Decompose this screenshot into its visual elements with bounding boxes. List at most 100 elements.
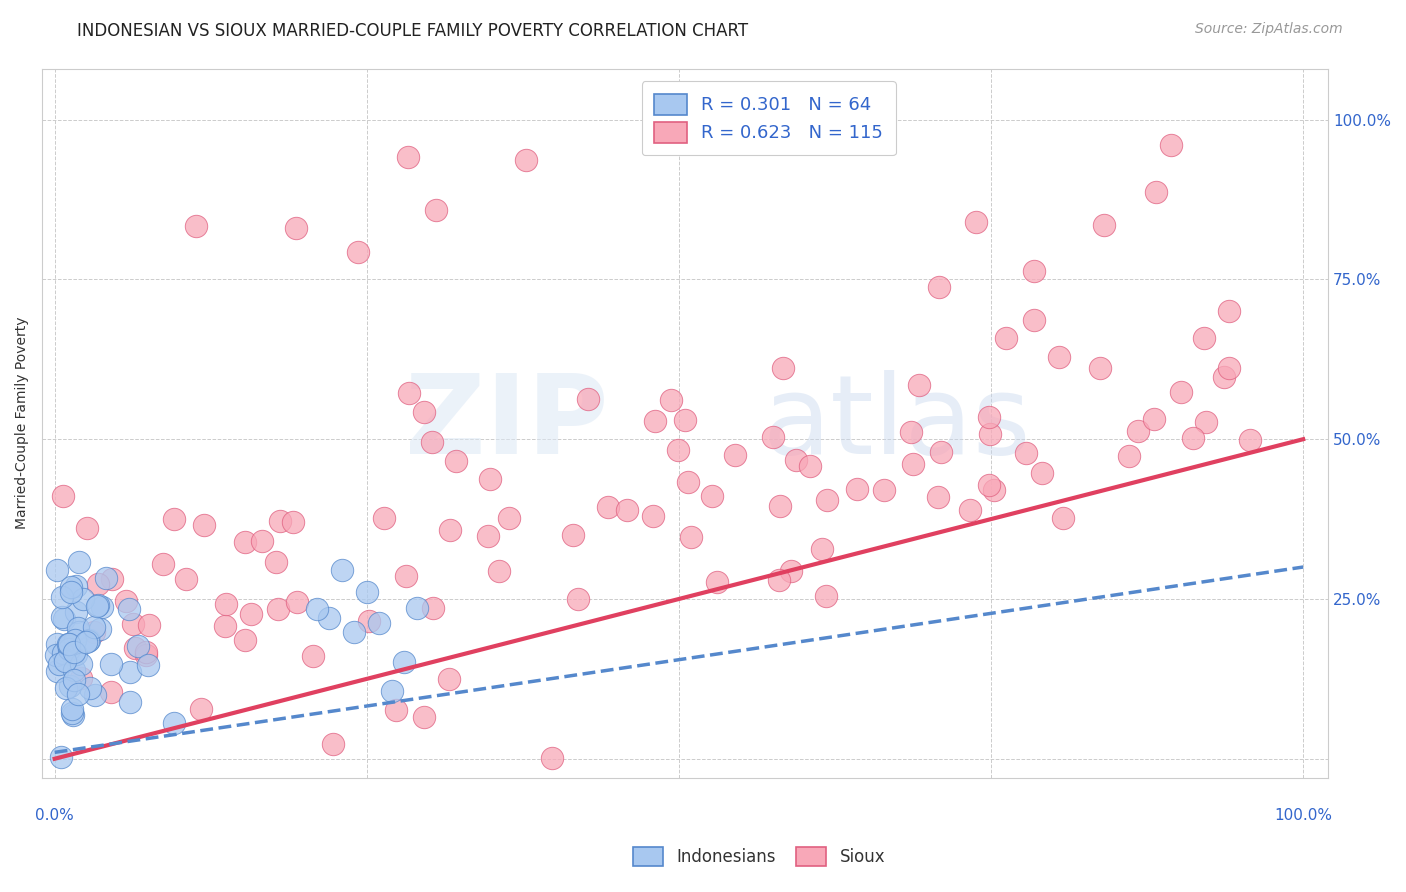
- Point: [318, 610, 340, 624]
- Point: [644, 414, 666, 428]
- Point: [562, 528, 585, 542]
- Point: [86, 576, 108, 591]
- Point: [52, 646, 75, 660]
- Point: [100, 684, 122, 698]
- Point: [616, 502, 638, 516]
- Point: [117, 602, 139, 616]
- Point: [134, 644, 156, 658]
- Point: [301, 648, 323, 663]
- Legend: Indonesians, Sioux: Indonesians, Sioux: [627, 840, 891, 873]
- Point: [1022, 313, 1045, 327]
- Point: [873, 483, 896, 497]
- Point: [252, 534, 274, 549]
- Point: [768, 573, 790, 587]
- Point: [907, 377, 929, 392]
- Point: [422, 601, 444, 615]
- Point: [927, 490, 949, 504]
- Point: [567, 592, 589, 607]
- Point: [75, 634, 97, 648]
- Point: [65, 648, 87, 662]
- Point: [1052, 511, 1074, 525]
- Point: [385, 703, 408, 717]
- Point: [45, 648, 67, 662]
- Point: [58, 639, 80, 653]
- Point: [1128, 424, 1150, 438]
- Point: [994, 330, 1017, 344]
- Point: [515, 153, 537, 167]
- Point: [477, 529, 499, 543]
- Point: [368, 615, 391, 630]
- Point: [659, 392, 682, 407]
- Point: [60, 706, 83, 720]
- Point: [63, 645, 86, 659]
- Point: [1143, 412, 1166, 426]
- Legend: R = 0.301   N = 64, R = 0.623   N = 115: R = 0.301 N = 64, R = 0.623 N = 115: [641, 81, 896, 155]
- Point: [724, 449, 747, 463]
- Point: [357, 614, 380, 628]
- Point: [413, 405, 436, 419]
- Point: [87, 598, 110, 612]
- Point: [1047, 350, 1070, 364]
- Point: [72, 592, 94, 607]
- Point: [578, 392, 600, 407]
- Point: [152, 558, 174, 572]
- Point: [811, 541, 834, 556]
- Point: [330, 563, 353, 577]
- Point: [799, 459, 821, 474]
- Point: [785, 453, 807, 467]
- Point: [51, 590, 73, 604]
- Point: [343, 624, 366, 639]
- Point: [77, 633, 100, 648]
- Point: [55, 681, 77, 695]
- Point: [193, 518, 215, 533]
- Point: [115, 594, 138, 608]
- Point: [977, 409, 1000, 424]
- Point: [53, 612, 76, 626]
- Point: [1170, 385, 1192, 400]
- Point: [65, 605, 87, 619]
- Point: [163, 716, 186, 731]
- Point: [48, 657, 70, 672]
- Point: [86, 599, 108, 613]
- Point: [65, 579, 87, 593]
- Point: [76, 521, 98, 535]
- Point: [398, 386, 420, 401]
- Point: [643, 509, 665, 524]
- Text: ZIP: ZIP: [405, 369, 607, 476]
- Point: [1160, 138, 1182, 153]
- Point: [439, 672, 461, 686]
- Point: [706, 574, 728, 589]
- Point: [541, 751, 564, 765]
- Point: [233, 535, 256, 549]
- Point: [931, 444, 953, 458]
- Point: [62, 673, 84, 687]
- Point: [444, 453, 467, 467]
- Point: [285, 220, 308, 235]
- Point: [356, 584, 378, 599]
- Point: [58, 637, 80, 651]
- Point: [373, 510, 395, 524]
- Point: [60, 585, 83, 599]
- Point: [118, 665, 141, 680]
- Point: [62, 648, 84, 662]
- Point: [666, 442, 689, 457]
- Point: [67, 555, 90, 569]
- Point: [900, 425, 922, 440]
- Point: [45, 664, 67, 678]
- Point: [1144, 185, 1167, 199]
- Point: [100, 657, 122, 672]
- Point: [959, 503, 981, 517]
- Text: INDONESIAN VS SIOUX MARRIED-COUPLE FAMILY POVERTY CORRELATION CHART: INDONESIAN VS SIOUX MARRIED-COUPLE FAMIL…: [77, 22, 748, 40]
- Point: [1118, 449, 1140, 463]
- Point: [1092, 218, 1115, 232]
- Point: [83, 619, 105, 633]
- Point: [46, 563, 69, 577]
- Point: [269, 514, 291, 528]
- Text: Source: ZipAtlas.com: Source: ZipAtlas.com: [1195, 22, 1343, 37]
- Point: [58, 642, 80, 657]
- Point: [1088, 360, 1111, 375]
- Point: [1181, 431, 1204, 445]
- Point: [1192, 331, 1215, 345]
- Point: [240, 607, 263, 622]
- Point: [846, 483, 869, 497]
